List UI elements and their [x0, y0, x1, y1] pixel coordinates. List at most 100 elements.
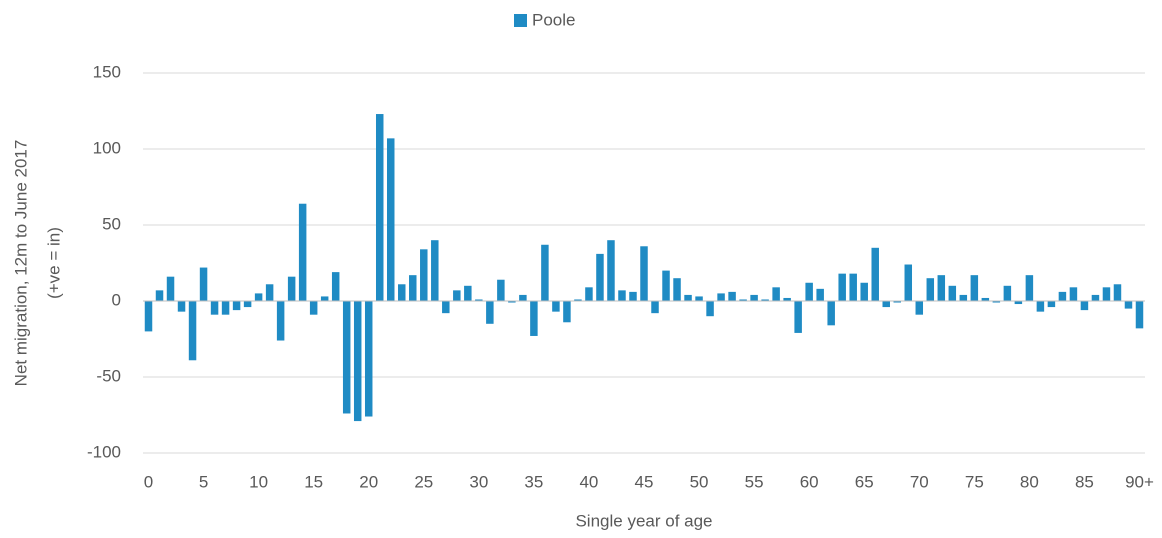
x-tick-label: 40	[579, 472, 598, 491]
bar	[1058, 291, 1067, 301]
bar	[210, 301, 219, 315]
bar	[926, 278, 935, 301]
bar	[320, 296, 329, 301]
x-tick-label: 50	[690, 472, 709, 491]
x-tick-label: 75	[965, 472, 984, 491]
bar	[937, 275, 946, 301]
bar	[695, 296, 703, 301]
bar	[970, 275, 979, 301]
bar	[364, 301, 373, 417]
legend-swatch	[514, 14, 527, 27]
y-tick-label: -50	[96, 366, 121, 385]
x-tick-label: 45	[635, 472, 654, 491]
bar	[508, 301, 516, 303]
bar	[276, 301, 285, 341]
bar	[585, 287, 593, 301]
bar	[1102, 287, 1111, 301]
bar	[717, 293, 725, 301]
bar	[948, 285, 957, 301]
x-tick-label: 0	[144, 472, 153, 491]
bar	[640, 246, 648, 301]
bar	[519, 294, 527, 301]
bar	[1003, 285, 1012, 301]
bar	[420, 249, 428, 301]
bar	[959, 294, 968, 301]
x-tick-label: 15	[304, 472, 323, 491]
bar	[728, 291, 736, 301]
bar	[342, 301, 351, 414]
bar	[530, 301, 538, 336]
y-tick-label: -100	[87, 442, 121, 461]
bar	[431, 240, 439, 301]
bar	[453, 290, 461, 301]
bar	[155, 290, 164, 301]
bar	[618, 290, 626, 301]
bar	[199, 267, 208, 301]
y-tick-label: 0	[112, 290, 121, 309]
bar	[331, 272, 340, 301]
bar	[409, 275, 417, 301]
bar	[1080, 301, 1089, 311]
bar	[1124, 301, 1133, 309]
bar	[1135, 301, 1144, 329]
bar	[772, 287, 780, 301]
bar	[827, 301, 835, 326]
bar	[849, 273, 857, 301]
bar	[387, 138, 395, 301]
bar	[706, 301, 714, 317]
bar	[221, 301, 230, 315]
y-tick-label: 100	[93, 138, 121, 157]
bar	[398, 284, 406, 301]
y-tick-label: 50	[102, 214, 121, 233]
x-tick-label: 35	[524, 472, 543, 491]
bar	[739, 299, 747, 301]
bar	[607, 240, 615, 301]
legend-label: Poole	[532, 10, 575, 29]
bar	[596, 253, 604, 301]
bar	[838, 273, 846, 301]
bar	[992, 301, 1001, 303]
bar	[1047, 301, 1056, 308]
bar	[871, 247, 879, 301]
bar	[1113, 284, 1122, 301]
bar	[442, 301, 450, 314]
bar	[375, 114, 384, 301]
bar	[662, 270, 670, 301]
bar	[882, 301, 890, 308]
bar	[287, 276, 296, 301]
bar	[783, 297, 791, 301]
bar	[1014, 301, 1023, 305]
bar	[265, 284, 274, 301]
x-tick-label: 5	[199, 472, 208, 491]
bar	[309, 301, 318, 315]
bar	[464, 285, 472, 301]
bar	[552, 301, 560, 312]
x-tick-label: 60	[800, 472, 819, 491]
bar	[816, 288, 824, 301]
bar	[166, 276, 175, 301]
bar	[750, 294, 758, 301]
bar	[1091, 294, 1100, 301]
bar	[243, 301, 252, 308]
bar	[144, 301, 153, 332]
x-tick-label: 20	[359, 472, 378, 491]
y-axis-title: Net migration, 12m to June 2017	[11, 140, 30, 387]
bar	[893, 301, 901, 303]
bar	[1025, 275, 1034, 301]
bar	[232, 301, 241, 311]
x-tick-label: 90+	[1125, 472, 1154, 491]
bar	[673, 278, 681, 301]
bar	[684, 294, 692, 301]
bar	[651, 301, 659, 314]
bar	[475, 299, 483, 301]
bar	[915, 301, 924, 315]
x-tick-label: 30	[469, 472, 488, 491]
x-axis-title: Single year of age	[575, 511, 712, 530]
x-tick-label: 80	[1020, 472, 1039, 491]
y-tick-label: 150	[93, 62, 121, 81]
x-tick-label: 65	[855, 472, 874, 491]
bar	[298, 203, 307, 301]
bar	[353, 301, 362, 422]
bar	[981, 297, 990, 301]
